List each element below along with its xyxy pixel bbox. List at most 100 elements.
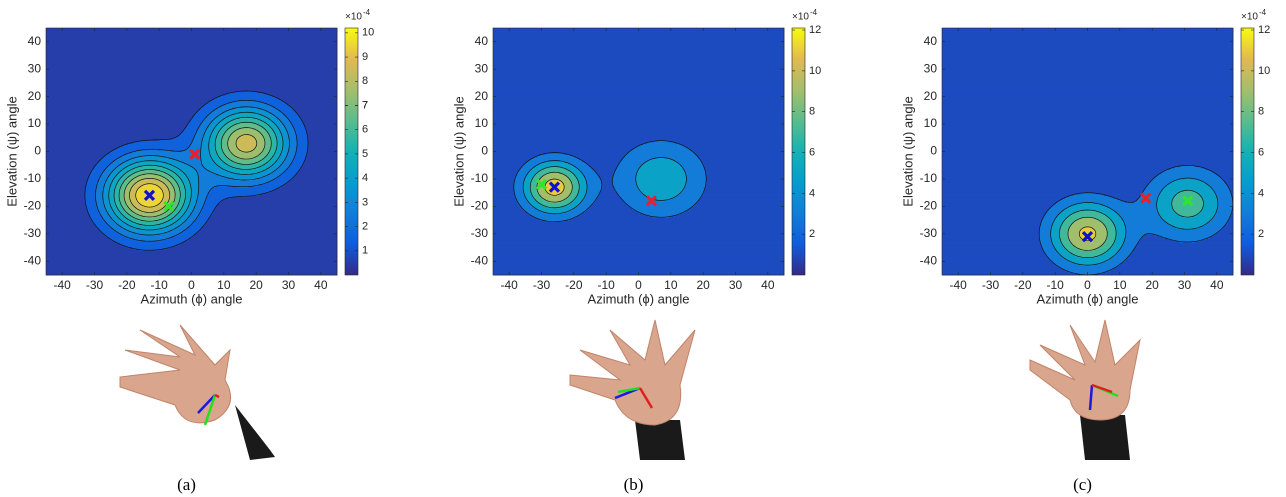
colorbar-tick-label: 2	[362, 220, 368, 232]
x-tick-label: 40	[761, 278, 775, 292]
x-tick-label: -40	[500, 278, 518, 292]
y-tick-label: 10	[924, 116, 938, 130]
y-tick-label: 10	[28, 116, 42, 130]
x-tick-label: 10	[664, 278, 678, 292]
x-tick-label: 10	[217, 278, 231, 292]
x-tick-label: 40	[314, 278, 328, 292]
caption: (a)	[177, 475, 196, 494]
colorbar-tick-label: 10	[1258, 65, 1270, 77]
colorbar-tick-label: 5	[362, 148, 368, 160]
x-tick-label: 0	[1084, 278, 1091, 292]
x-tick-label: -10	[1046, 278, 1064, 292]
colorbar-tick-label: 6	[362, 124, 368, 136]
y-tick-label: 40	[28, 34, 42, 48]
colorbar-tick-label: 8	[362, 75, 368, 87]
y-tick-label: 30	[475, 61, 489, 75]
colorbar-tick-label: 6	[809, 146, 815, 158]
page: {"chart_data":[ {"type":"contour","xlabe…	[0, 0, 1286, 497]
colorbar-tick-label: 4	[1258, 187, 1264, 199]
hand-photo	[120, 325, 275, 460]
x-tick-label: -20	[1014, 278, 1032, 292]
caption: (b)	[624, 475, 644, 494]
x-tick-label: -40	[53, 278, 71, 292]
x-tick-label: 20	[696, 278, 710, 292]
hand-photo	[1030, 320, 1140, 460]
x-tick-label: 40	[1210, 278, 1224, 292]
x-tick-label: 20	[1145, 278, 1159, 292]
colorbar-tick-label: 7	[362, 99, 368, 111]
y-tick-label: -20	[920, 199, 938, 213]
colorbar-tick-label: 8	[809, 106, 815, 118]
y-axis-label: Elevation (ψ) angle	[451, 96, 466, 206]
y-tick-label: -30	[471, 226, 489, 240]
colorbar-tick-label: 2	[1258, 228, 1264, 240]
y-tick-label: 20	[28, 89, 42, 103]
y-tick-label: 0	[930, 144, 937, 158]
x-tick-label: -30	[86, 278, 104, 292]
y-tick-label: -40	[24, 253, 42, 267]
x-tick-label: 30	[1178, 278, 1192, 292]
y-tick-label: 40	[924, 34, 938, 48]
y-tick-label: -30	[920, 226, 938, 240]
colorbar	[345, 28, 358, 275]
y-axis-label: Elevation (ψ) angle	[4, 96, 19, 206]
x-tick-label: 30	[282, 278, 296, 292]
hand-photo	[570, 320, 695, 460]
y-tick-label: 30	[28, 61, 42, 75]
x-tick-label: 20	[249, 278, 263, 292]
colorbar-tick-label: 2	[809, 228, 815, 240]
x-tick-label: -20	[118, 278, 136, 292]
y-tick-label: -10	[920, 171, 938, 185]
y-tick-label: -20	[471, 199, 489, 213]
colorbar-exponent-power: -4	[810, 8, 818, 17]
figure: -40-30-20-10010203040-40-30-20-100102030…	[0, 0, 1286, 497]
x-tick-label: -30	[533, 278, 551, 292]
x-tick-label: -20	[565, 278, 583, 292]
colorbar-exponent-power: -4	[363, 8, 371, 17]
x-tick-label: 30	[729, 278, 743, 292]
colorbar-tick-label: 4	[362, 172, 368, 184]
y-tick-label: 0	[481, 144, 488, 158]
y-axis-label: Elevation (ψ) angle	[900, 96, 915, 206]
y-tick-label: 40	[475, 34, 489, 48]
y-tick-label: -20	[24, 199, 42, 213]
colorbar-exponent-base: ×10	[1241, 12, 1258, 23]
x-tick-label: -40	[949, 278, 967, 292]
x-axis-label: Azimuth (ϕ) angle	[1037, 291, 1139, 306]
colorbar	[792, 28, 805, 275]
colorbar-tick-label: 8	[1258, 106, 1264, 118]
y-tick-label: -40	[471, 253, 489, 267]
colorbar-tick-label: 3	[362, 196, 368, 208]
y-tick-label: 10	[475, 116, 489, 130]
colorbar-tick-label: 12	[809, 24, 821, 36]
contour-field	[493, 28, 784, 275]
y-tick-label: 20	[475, 89, 489, 103]
y-tick-label: 20	[924, 89, 938, 103]
y-tick-label: 30	[924, 61, 938, 75]
x-axis-label: Azimuth (ϕ) angle	[141, 291, 243, 306]
y-tick-label: 0	[34, 144, 41, 158]
colorbar	[1241, 28, 1254, 275]
colorbar-exponent-base: ×10	[792, 12, 809, 23]
colorbar-tick-label: 6	[1258, 146, 1264, 158]
x-tick-label: -30	[982, 278, 1000, 292]
x-tick-label: 0	[188, 278, 195, 292]
x-tick-label: 0	[635, 278, 642, 292]
colorbar-tick-label: 10	[362, 27, 374, 39]
colorbar-tick-label: 12	[1258, 24, 1270, 36]
colorbar-tick-label: 10	[809, 65, 821, 77]
x-tick-label: 10	[1113, 278, 1127, 292]
colorbar-tick-label: 1	[362, 245, 368, 257]
x-tick-label: -10	[150, 278, 168, 292]
y-tick-label: -30	[24, 226, 42, 240]
y-tick-label: -40	[920, 253, 938, 267]
y-tick-label: -10	[24, 171, 42, 185]
colorbar-tick-label: 4	[809, 187, 815, 199]
x-tick-label: -10	[597, 278, 615, 292]
colorbar-exponent-power: -4	[1259, 8, 1267, 17]
y-tick-label: -10	[471, 171, 489, 185]
caption: (c)	[1073, 475, 1092, 494]
colorbar-tick-label: 9	[362, 51, 368, 63]
x-axis-label: Azimuth (ϕ) angle	[588, 291, 690, 306]
colorbar-exponent-base: ×10	[345, 12, 362, 23]
